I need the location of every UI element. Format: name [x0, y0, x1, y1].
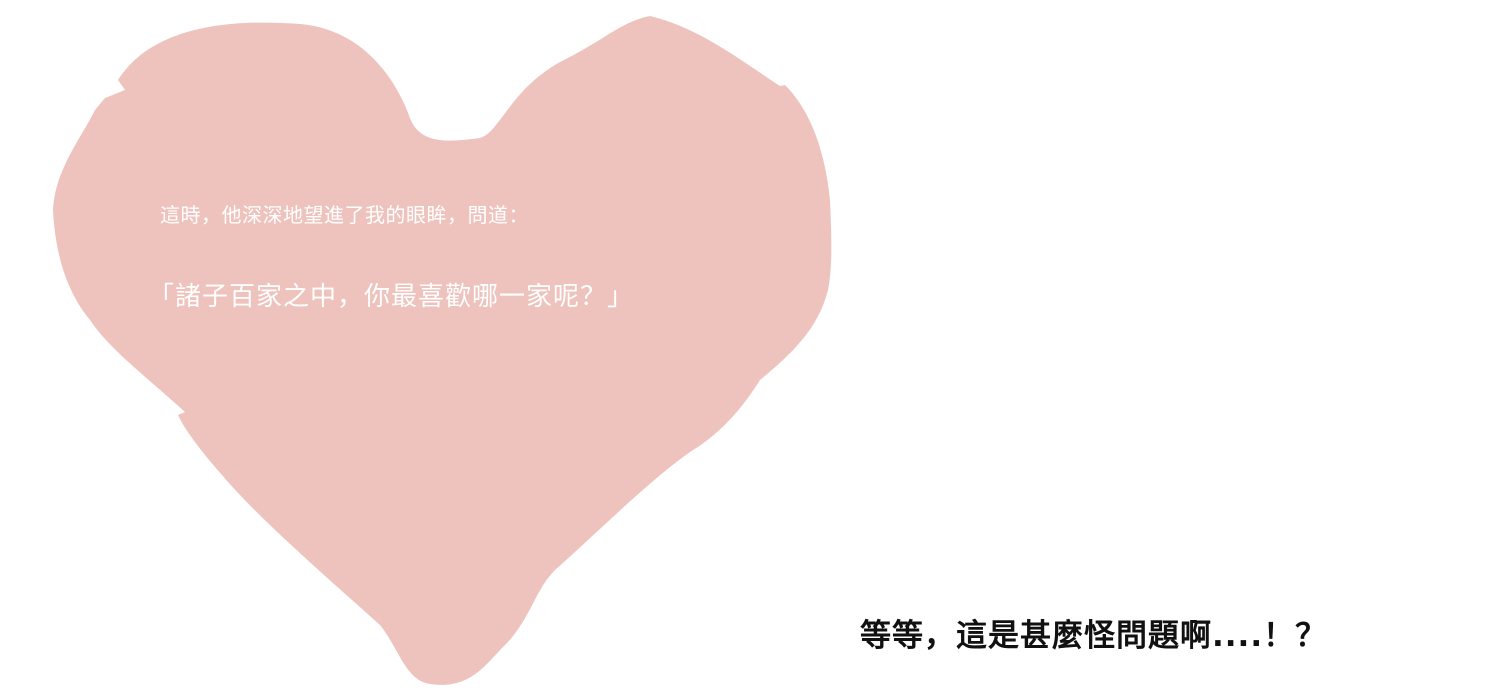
reaction-text: 等等，這是甚麼怪問題啊....！？: [860, 618, 1328, 654]
dialogue-text: 「諸子百家之中，你最喜歡哪一家呢？」: [148, 282, 635, 312]
narration-text: 這時，他深深地望進了我的眼眸，問道：: [160, 203, 529, 227]
heart-shape: [53, 16, 832, 685]
